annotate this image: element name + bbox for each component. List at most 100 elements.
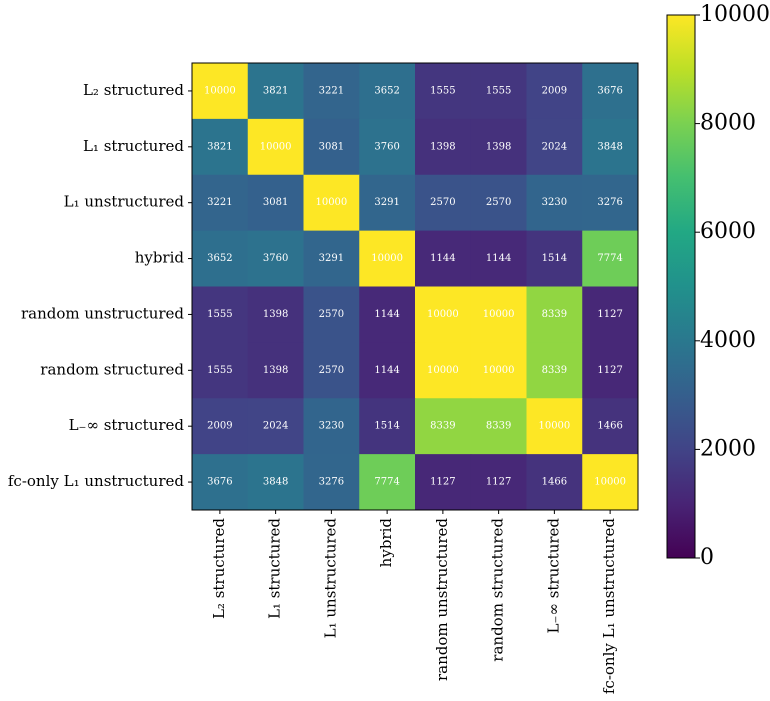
cell [526, 398, 583, 455]
x-tick-label: random structured [489, 518, 507, 662]
cell-label: 10000 [315, 197, 347, 208]
cell-label: 1514 [374, 421, 399, 432]
cell-label: 8339 [486, 421, 511, 432]
cell [192, 174, 249, 232]
cell [526, 118, 583, 176]
cell-label: 8339 [542, 365, 567, 376]
cell-label: 3848 [597, 141, 622, 152]
cell [526, 454, 583, 511]
cell [415, 454, 472, 511]
cell [359, 230, 416, 287]
cell [359, 118, 416, 176]
x-tick-label: L₋∞ structured [544, 518, 562, 634]
cell [415, 118, 472, 176]
cell-label: 3081 [319, 141, 344, 152]
cell-label: 1127 [486, 477, 511, 488]
cell-label: 10000 [538, 421, 570, 432]
cell [247, 63, 304, 120]
cell [303, 286, 360, 343]
cell [526, 286, 583, 343]
cell [359, 342, 416, 399]
cell [247, 118, 304, 176]
y-tick-label: L₁ unstructured [64, 193, 185, 211]
cell [192, 286, 249, 343]
cell [192, 63, 249, 120]
cell [582, 230, 639, 287]
cell-label: 7774 [597, 253, 622, 264]
cell-label: 3821 [207, 141, 232, 152]
cell-label: 1127 [430, 477, 455, 488]
x-tick-label: hybrid [377, 518, 395, 568]
cell-label: 1144 [486, 253, 511, 264]
cell [303, 342, 360, 399]
cell-label: 2570 [486, 197, 511, 208]
cell-label: 2024 [542, 141, 567, 152]
cell [470, 398, 527, 455]
cell-label: 2570 [319, 309, 344, 320]
cell-label: 3276 [319, 477, 344, 488]
cell-label: 3676 [597, 85, 622, 96]
colorbar-tick-label: 8000 [700, 111, 756, 136]
y-tick-label: fc-only L₁ unstructured [8, 472, 185, 490]
cell-label: 3276 [597, 197, 622, 208]
cell-label: 3291 [374, 197, 399, 208]
cell-label: 1398 [263, 365, 288, 376]
cell [303, 174, 360, 232]
cell-label: 3760 [374, 141, 399, 152]
cell-label: 2570 [319, 365, 344, 376]
cell [582, 174, 639, 232]
cell [359, 174, 416, 232]
cell [526, 174, 583, 232]
cell-label: 3676 [207, 477, 232, 488]
cell-label: 2009 [207, 421, 232, 432]
cell [247, 286, 304, 343]
cell [247, 230, 304, 287]
cell [470, 118, 527, 176]
cell-label: 2009 [542, 85, 567, 96]
cell-label: 10000 [260, 141, 292, 152]
cell-label: 3291 [319, 253, 344, 264]
cell [247, 174, 304, 232]
cell-label: 1144 [374, 365, 399, 376]
cell [582, 286, 639, 343]
cell [247, 454, 304, 511]
cell-label: 1555 [207, 365, 232, 376]
cell-label: 1555 [486, 85, 511, 96]
cell [582, 118, 639, 176]
colorbar [666, 14, 696, 559]
cell [303, 118, 360, 176]
y-tick-label: hybrid [135, 249, 185, 267]
cell-label: 1466 [597, 421, 622, 432]
cell-label: 8339 [430, 421, 455, 432]
colorbar-tick-label: 10000 [700, 2, 770, 27]
cell [415, 398, 472, 455]
cell-label: 3081 [263, 197, 288, 208]
cell [192, 118, 249, 176]
cell-label: 3221 [319, 85, 344, 96]
cell-label: 3221 [207, 197, 232, 208]
x-tick-label: L₁ structured [266, 518, 284, 619]
cell [303, 454, 360, 511]
cell-label: 1398 [430, 141, 455, 152]
cell [247, 342, 304, 399]
cell [359, 454, 416, 511]
cell [415, 230, 472, 287]
cell [582, 342, 639, 399]
cell-label: 1555 [430, 85, 455, 96]
cell-label: 3652 [374, 85, 399, 96]
y-tick-label: L₂ structured [83, 81, 184, 99]
cell [303, 398, 360, 455]
cell [470, 454, 527, 511]
cell-label: 3652 [207, 253, 232, 264]
cell [470, 63, 527, 120]
cell-label: 10000 [594, 477, 626, 488]
cell-label: 1127 [597, 365, 622, 376]
cell-label: 10000 [204, 85, 236, 96]
cell [526, 230, 583, 287]
cell-label: 1398 [263, 309, 288, 320]
cell-label: 3848 [263, 477, 288, 488]
y-tick-label: random structured [40, 360, 184, 378]
cell-label: 3821 [263, 85, 288, 96]
